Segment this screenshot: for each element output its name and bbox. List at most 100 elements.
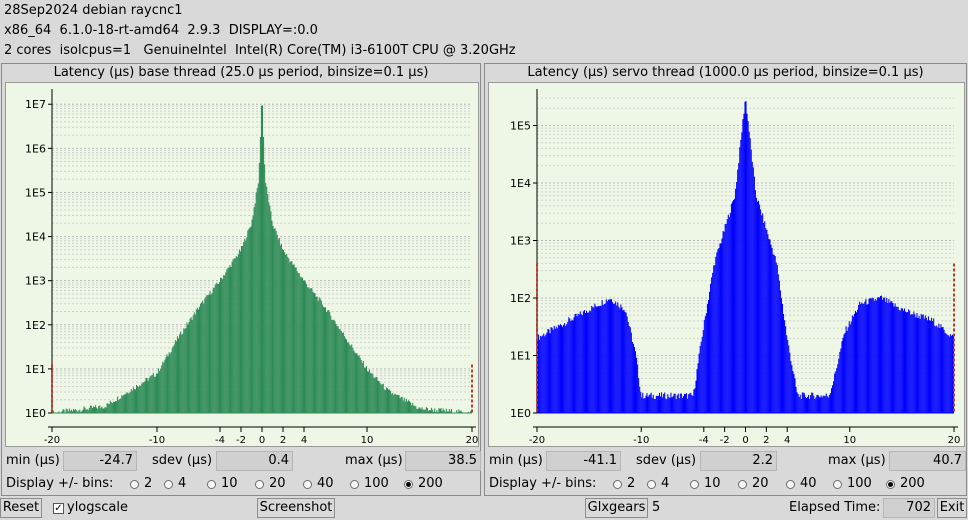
ylogscale-checkbox[interactable]: ✓ xyxy=(53,503,64,514)
screenshot-button[interactable]: Screenshot xyxy=(257,498,335,518)
base-bins-radio-20[interactable] xyxy=(255,480,264,489)
base-histogram-bar xyxy=(209,291,211,413)
servo-histogram-bar xyxy=(827,397,829,413)
servo-bins-radio-20[interactable] xyxy=(738,480,747,489)
servo-histogram-bar xyxy=(555,326,557,413)
base-histogram-bar xyxy=(265,183,267,413)
base-histogram-bar xyxy=(100,407,102,413)
base-histogram-bar xyxy=(162,361,164,413)
base-histogram-bar xyxy=(376,377,378,413)
servo-histogram-bar xyxy=(644,398,646,413)
base-histogram-bar xyxy=(346,339,348,413)
base-histogram-bar xyxy=(82,409,84,413)
servo-histogram-bar xyxy=(784,320,786,413)
servo-histogram-bar xyxy=(814,399,816,413)
base-histogram-bar xyxy=(388,389,390,413)
reset-button[interactable]: Reset xyxy=(0,498,42,518)
servo-histogram-bar xyxy=(917,318,919,413)
servo-histogram-bar xyxy=(742,119,744,413)
servo-histogram-bar xyxy=(541,336,543,413)
base-histogram-bar xyxy=(99,405,101,413)
servo-histogram-bar xyxy=(676,395,678,413)
base-histogram-bar xyxy=(75,409,77,413)
servo-histogram-bar xyxy=(796,392,798,413)
base-sdev-value: 0.4 xyxy=(216,451,293,471)
glxgears-button[interactable]: Glxgears xyxy=(585,498,648,518)
exit-button[interactable]: Exit xyxy=(937,498,967,518)
base-histogram-bar xyxy=(104,407,106,413)
base-bins-radio-100[interactable] xyxy=(350,480,359,489)
base-bins-radio-2[interactable] xyxy=(130,480,139,489)
base-histogram-bar xyxy=(183,328,185,413)
base-histogram-bar xyxy=(349,344,351,413)
base-bins-radio-4[interactable] xyxy=(164,480,173,489)
base-histogram-bar xyxy=(203,303,205,413)
servo-bins-radio-4[interactable] xyxy=(647,480,656,489)
servo-histogram-bar xyxy=(739,147,741,413)
servo-histogram-bar xyxy=(777,274,779,413)
base-histogram-bar xyxy=(293,264,295,413)
base-histogram-bar xyxy=(248,228,250,413)
base-histogram-bar xyxy=(275,231,277,413)
servo-histogram-bar xyxy=(927,316,929,413)
servo-histogram-bar xyxy=(884,297,886,413)
servo-histogram-bar xyxy=(594,303,596,413)
base-histogram-bar xyxy=(359,357,361,413)
base-histogram-bar xyxy=(126,392,128,413)
servo-histogram-bar xyxy=(591,305,593,413)
servo-histogram-bar xyxy=(860,303,862,413)
servo-histogram-bar xyxy=(745,101,747,413)
base-max-value: 38.5 xyxy=(405,451,481,471)
servo-x-tick-label: 0 xyxy=(742,435,748,446)
servo-bins-radio-200[interactable] xyxy=(886,480,895,489)
base-histogram-bar xyxy=(253,207,255,413)
base-histogram-bar xyxy=(381,384,383,413)
servo-histogram-bar xyxy=(691,395,693,413)
base-histogram-bar xyxy=(426,407,428,413)
base-histogram-bar xyxy=(460,410,462,413)
servo-histogram-bar xyxy=(839,351,841,413)
base-histogram-bar xyxy=(132,387,134,413)
base-bins-radio-200[interactable] xyxy=(404,480,413,489)
servo-histogram-bar xyxy=(752,167,754,413)
servo-bins-radio-10[interactable] xyxy=(690,480,699,489)
base-histogram-bar xyxy=(154,376,156,413)
servo-histogram-bar xyxy=(826,396,828,413)
base-histogram-bar xyxy=(344,338,346,413)
base-histogram-bar xyxy=(260,105,262,414)
servo-histogram-bar xyxy=(624,311,626,413)
servo-histogram-bar xyxy=(537,341,539,413)
base-bins-radio-10[interactable] xyxy=(207,480,216,489)
servo-histogram-bar xyxy=(766,229,768,413)
base-bins-radio-40[interactable] xyxy=(303,480,312,489)
base-histogram-bar xyxy=(273,228,275,413)
base-histogram-bar xyxy=(301,277,303,413)
servo-bins-option-4: 4 xyxy=(661,476,670,491)
servo-bins-radio-100[interactable] xyxy=(833,480,842,489)
servo-histogram-bar xyxy=(559,324,561,413)
servo-bins-radio-40[interactable] xyxy=(786,480,795,489)
servo-histogram-bar xyxy=(590,311,592,413)
servo-histogram-bar xyxy=(902,310,904,413)
base-histogram-bar xyxy=(351,344,353,413)
base-histogram-bar xyxy=(397,394,399,413)
servo-bins-radio-2[interactable] xyxy=(613,480,622,489)
servo-histogram-bar xyxy=(722,230,724,413)
servo-histogram-bar xyxy=(753,176,755,413)
servo-histogram-bar xyxy=(649,394,651,413)
servo-histogram-bar xyxy=(652,394,654,413)
servo-histogram-bar xyxy=(735,188,737,413)
servo-histogram-bar xyxy=(564,323,566,413)
servo-histogram-bar xyxy=(894,303,896,413)
base-histogram-bar xyxy=(255,192,257,413)
servo-histogram-bar xyxy=(607,299,609,413)
base-histogram-bar xyxy=(161,365,163,413)
base-histogram-bar xyxy=(297,273,299,413)
servo-histogram-bar xyxy=(638,378,640,413)
base-histogram-bar xyxy=(320,300,322,413)
base-histogram-bar xyxy=(62,409,64,413)
base-histogram-bar xyxy=(231,261,233,413)
servo-histogram-bar xyxy=(905,311,907,413)
servo-histogram-bar xyxy=(721,238,723,413)
servo-histogram-bar xyxy=(943,329,945,413)
